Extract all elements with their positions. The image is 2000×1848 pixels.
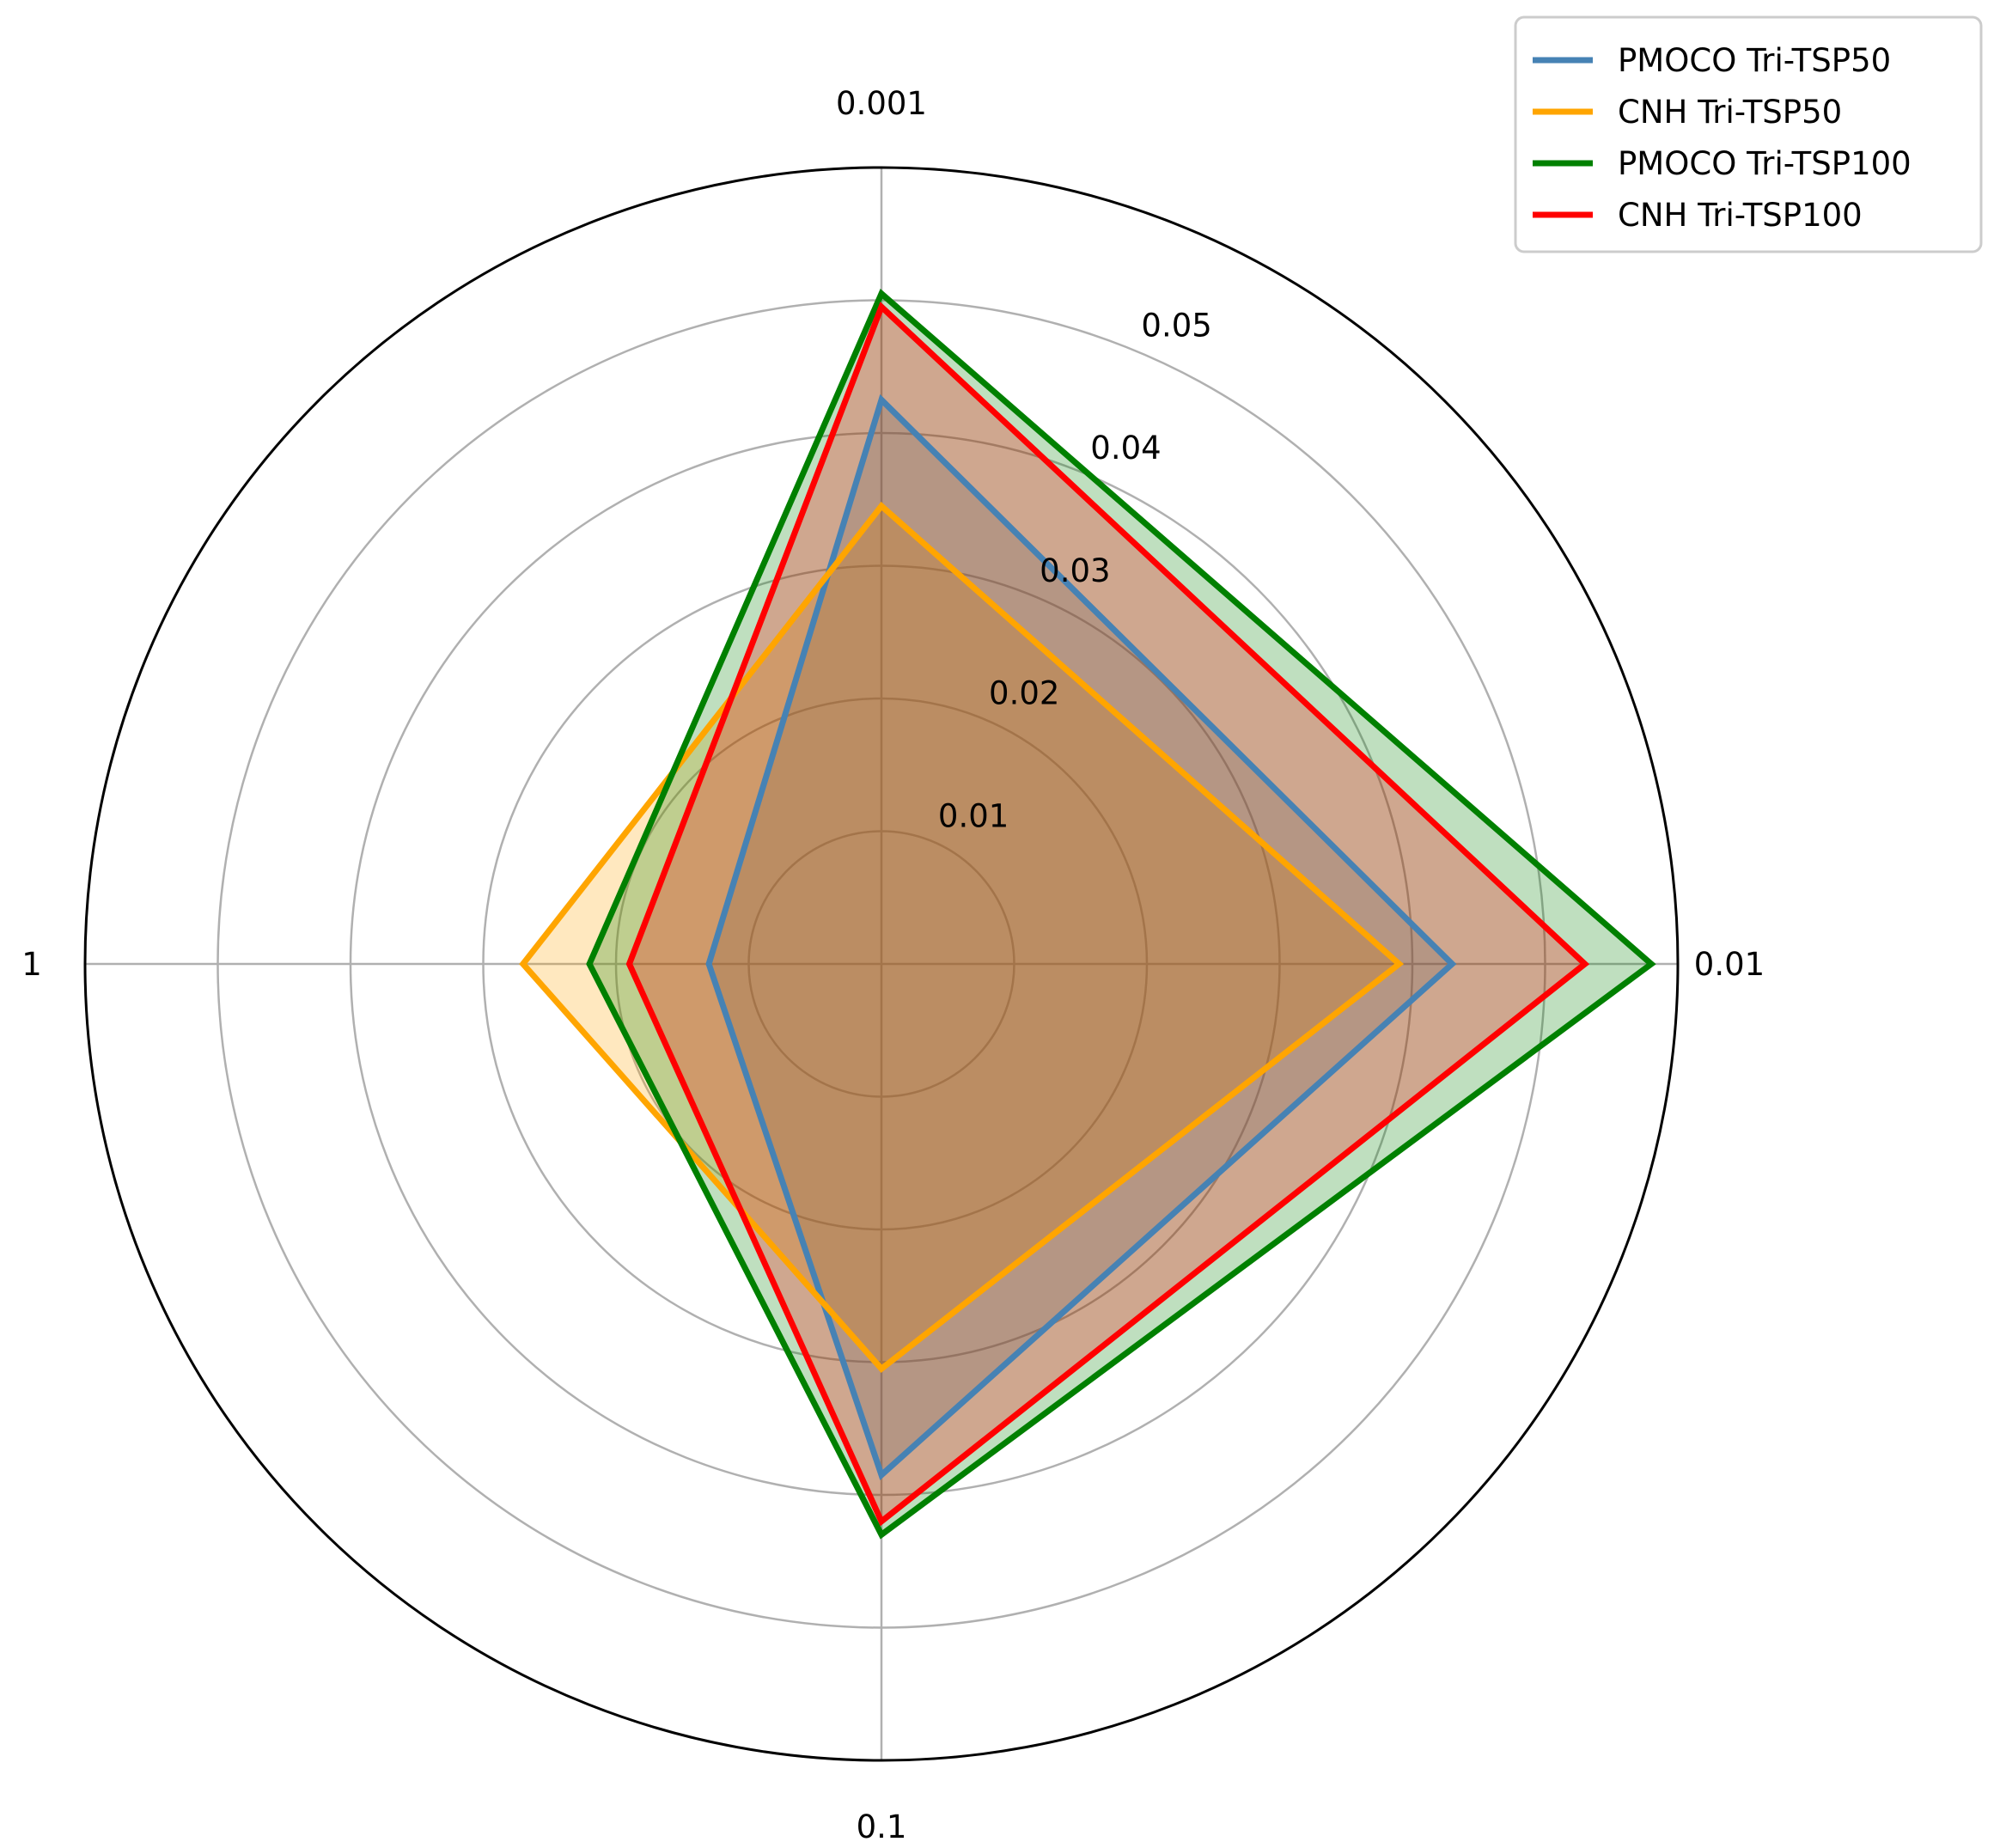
series-area [709,399,1453,1475]
radial-tick-label: 0.02 [989,675,1059,712]
legend-entry: CNH Tri-TSP100 [1618,197,1863,234]
series-line [586,289,1656,1540]
legend-entry: PMOCO Tri-TSP100 [1618,145,1912,182]
series-area [589,293,1652,1535]
series-line [705,393,1457,1480]
series-layer [519,289,1656,1540]
category-label: 1 [21,946,42,983]
radial-tick-label: 0.01 [938,797,1009,834]
legend-entry: CNH Tri-TSP50 [1618,94,1842,131]
category-label: 0.1 [857,1808,907,1845]
radial-tick-label: 0.05 [1141,307,1211,344]
legend-entry: PMOCO Tri-TSP50 [1618,42,1891,79]
legend: PMOCO Tri-TSP50 CNH Tri-TSP50 PMOCO Tri-TS… [1514,15,1983,253]
category-label: 0.001 [836,85,927,122]
radial-tick-label: 0.03 [1040,552,1110,589]
category-label: 0.01 [1694,946,1765,983]
outer-frame [83,166,1680,1762]
series-line [519,501,1405,1373]
polar-frame [83,166,1680,1762]
labels: 0.001 0.01 0.1 1 0.01 0.02 0.03 0.04 0.05 [21,85,1765,1845]
legend-box [1514,15,1983,253]
series-line [625,302,1590,1527]
series-area [522,506,1399,1369]
series-area [629,307,1585,1522]
radial-tick-label: 0.04 [1090,430,1161,467]
